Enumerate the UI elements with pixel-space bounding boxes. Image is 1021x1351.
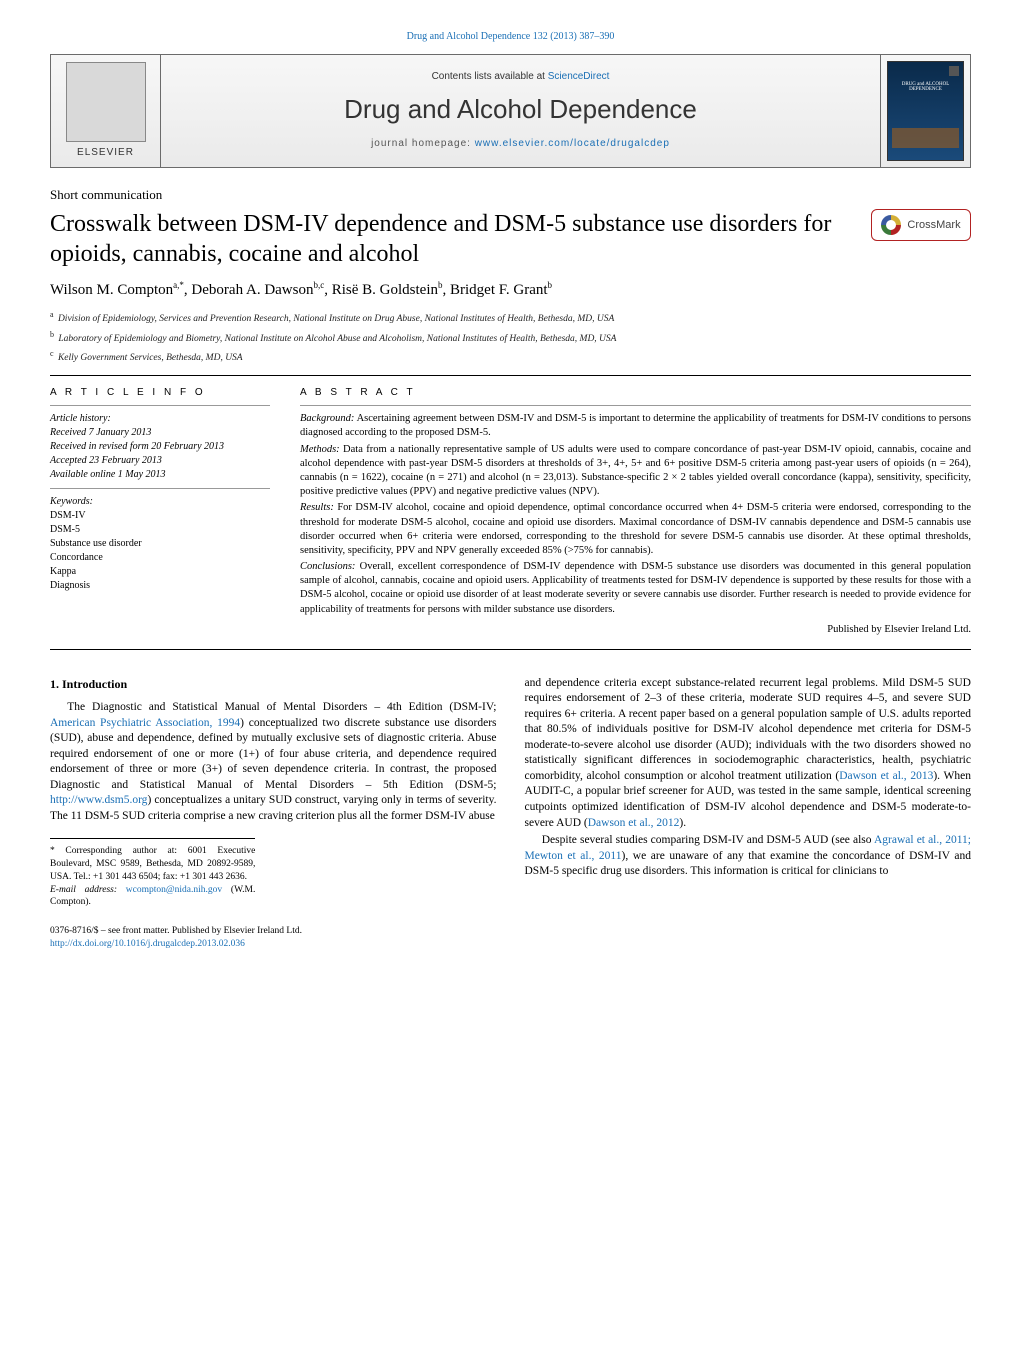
abstract-conclusions: Conclusions: Overall, excellent correspo…	[300, 560, 971, 617]
abs-concl-label: Conclusions:	[300, 561, 355, 572]
abstract-heading: A B S T R A C T	[300, 386, 971, 400]
keywords-head: Keywords:	[50, 495, 270, 509]
publisher-name: ELSEVIER	[77, 146, 134, 160]
p2-pre: and dependence criteria except substance…	[525, 677, 972, 782]
masthead: ELSEVIER Contents lists available at Sci…	[50, 54, 971, 168]
article-info-col: A R T I C L E I N F O Article history: R…	[50, 386, 270, 639]
contents-prefix: Contents lists available at	[432, 71, 548, 82]
body-p2: and dependence criteria except substance…	[525, 676, 972, 831]
corr-author-note: * Corresponding author at: 6001 Executiv…	[50, 845, 255, 883]
crossmark-icon	[881, 215, 901, 235]
sciencedirect-link[interactable]: ScienceDirect	[548, 71, 610, 82]
footnotes-block: * Corresponding author at: 6001 Executiv…	[50, 838, 255, 909]
p2-post: ).	[679, 817, 686, 829]
doi-link[interactable]: http://dx.doi.org/10.1016/j.drugalcdep.2…	[50, 939, 245, 949]
publisher-logo-box: ELSEVIER	[51, 55, 161, 167]
body-columns: 1. Introduction The Diagnostic and Stati…	[50, 676, 971, 909]
abstract-methods: Methods: Data from a nationally represen…	[300, 443, 971, 500]
abstract-results: Results: For DSM-IV alcohol, cocaine and…	[300, 501, 971, 558]
abs-results-label: Results:	[300, 502, 334, 513]
email-label: E-mail address:	[50, 885, 126, 895]
body-p1: The Diagnostic and Statistical Manual of…	[50, 700, 497, 824]
affiliation-line: b Laboratory of Epidemiology and Biometr…	[50, 330, 971, 346]
abs-bg-text: Ascertaining agreement between DSM-IV an…	[300, 413, 971, 438]
abs-methods-text: Data from a nationally representative sa…	[300, 444, 971, 498]
article-section-label: Short communication	[50, 186, 971, 204]
masthead-center: Contents lists available at ScienceDirec…	[161, 55, 880, 167]
cover-title: DRUG and ALCOHOL DEPENDENCE	[892, 82, 959, 93]
cite-apa-1994[interactable]: American Psychiatric Association, 1994	[50, 717, 240, 729]
history-head: Article history:	[50, 412, 270, 426]
front-matter-line: 0376-8716/$ – see front matter. Publishe…	[50, 925, 971, 938]
contents-line: Contents lists available at ScienceDirec…	[432, 70, 610, 84]
crossmark-label: CrossMark	[907, 218, 960, 233]
abs-rule	[300, 405, 971, 406]
email-line: E-mail address: wcompton@nida.nih.gov (W…	[50, 884, 255, 910]
info-abstract-row: A R T I C L E I N F O Article history: R…	[50, 386, 971, 639]
affiliations-block: a Division of Epidemiology, Services and…	[50, 310, 971, 365]
journal-homepage: journal homepage: www.elsevier.com/locat…	[371, 137, 670, 151]
rule-below-abstract	[50, 649, 971, 650]
link-dsm5-org[interactable]: http://www.dsm5.org	[50, 794, 147, 806]
email-link[interactable]: wcompton@nida.nih.gov	[126, 885, 222, 895]
abs-bg-label: Background:	[300, 413, 354, 424]
abstract-background: Background: Ascertaining agreement betwe…	[300, 412, 971, 440]
rule-above-info	[50, 375, 971, 376]
cite-dawson-2012[interactable]: Dawson et al., 2012	[588, 817, 680, 829]
info-rule-2	[50, 488, 270, 489]
title-block: Crosswalk between DSM-IV dependence and …	[50, 209, 971, 269]
journal-ref-header: Drug and Alcohol Dependence 132 (2013) 3…	[50, 30, 971, 44]
cite-dawson-2013[interactable]: Dawson et al., 2013	[839, 770, 933, 782]
intro-heading: 1. Introduction	[50, 676, 497, 692]
body-p3: Despite several studies comparing DSM-IV…	[525, 833, 972, 880]
elsevier-tree-icon	[66, 62, 146, 142]
abs-concl-text: Overall, excellent correspondence of DSM…	[300, 561, 971, 615]
affiliation-line: c Kelly Government Services, Bethesda, M…	[50, 349, 971, 365]
journal-cover-icon: DRUG and ALCOHOL DEPENDENCE	[887, 61, 964, 161]
history-lines: Received 7 January 2013Received in revis…	[50, 426, 270, 482]
affiliation-line: a Division of Epidemiology, Services and…	[50, 310, 971, 326]
abs-methods-label: Methods:	[300, 444, 340, 455]
article-title: Crosswalk between DSM-IV dependence and …	[50, 209, 871, 269]
homepage-link[interactable]: www.elsevier.com/locate/drugalcdep	[475, 138, 670, 149]
homepage-prefix: journal homepage:	[371, 138, 475, 149]
p3-pre: Despite several studies comparing DSM-IV…	[542, 834, 874, 846]
p1-pre: The Diagnostic and Statistical Manual of…	[67, 701, 496, 713]
keyword-lines: DSM-IVDSM-5Substance use disorderConcord…	[50, 509, 270, 593]
cover-strip-icon	[892, 128, 959, 148]
article-info-heading: A R T I C L E I N F O	[50, 386, 270, 400]
abstract-published-by: Published by Elsevier Ireland Ltd.	[300, 623, 971, 637]
info-rule-1	[50, 405, 270, 406]
journal-name: Drug and Alcohol Dependence	[344, 92, 697, 127]
authors-line: Wilson M. Comptona,*, Deborah A. Dawsonb…	[50, 279, 971, 300]
journal-cover-box: DRUG and ALCOHOL DEPENDENCE	[880, 55, 970, 167]
abs-results-text: For DSM-IV alcohol, cocaine and opioid d…	[300, 502, 971, 556]
crossmark-badge[interactable]: CrossMark	[871, 209, 971, 241]
abstract-col: A B S T R A C T Background: Ascertaining…	[300, 386, 971, 639]
footer-meta: 0376-8716/$ – see front matter. Publishe…	[50, 925, 971, 951]
